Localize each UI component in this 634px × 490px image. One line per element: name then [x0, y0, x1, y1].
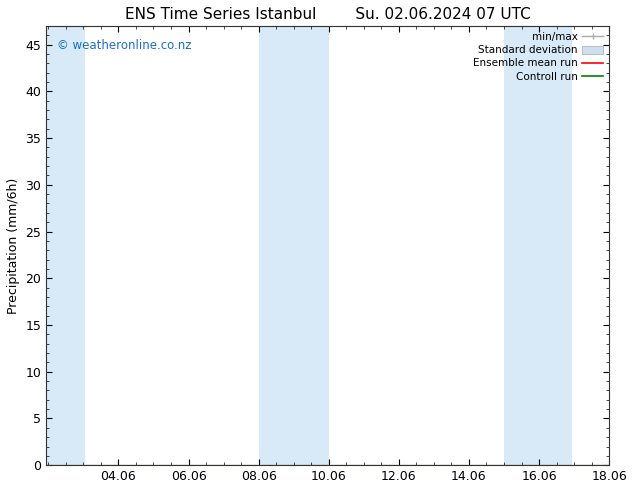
Bar [504, 26, 572, 465]
Text: © weatheronline.co.nz: © weatheronline.co.nz [58, 39, 192, 52]
Title: ENS Time Series Istanbul        Su. 02.06.2024 07 UTC: ENS Time Series Istanbul Su. 02.06.2024 … [125, 7, 531, 22]
Legend: min/max, Standard deviation, Ensemble mean run, Controll run: min/max, Standard deviation, Ensemble me… [469, 28, 607, 86]
Y-axis label: Precipitation (mm/6h): Precipitation (mm/6h) [7, 177, 20, 314]
Bar [46, 26, 85, 465]
Bar [259, 26, 329, 465]
